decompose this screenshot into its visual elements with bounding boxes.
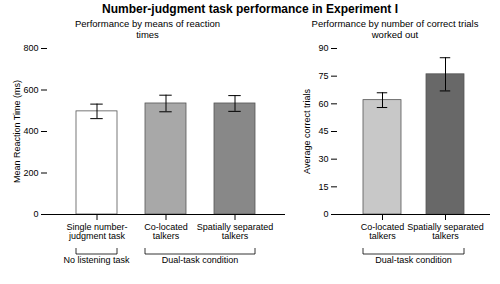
- svg-text:No listening task: No listening task: [63, 255, 130, 265]
- svg-text:90: 90: [318, 43, 328, 53]
- svg-text:Single number-judgment task: Single number-judgment task: [66, 222, 127, 241]
- svg-text:0: 0: [323, 209, 328, 219]
- svg-text:30: 30: [318, 154, 328, 164]
- svg-text:Mean Reaction Time (ms): Mean Reaction Time (ms): [11, 80, 21, 183]
- svg-text:Dual-task condition: Dual-task condition: [161, 255, 238, 265]
- html-text:Performance by means of reacti: Performance by means of reaction times: [74, 18, 221, 40]
- html-text:Number-judgment task performan: Number-judgment task performance in Expe…: [102, 2, 398, 16]
- svg-text:Spatially separatedtalkers: Spatially separatedtalkers: [407, 222, 484, 241]
- svg-text:200: 200: [23, 168, 38, 178]
- html-text:Performance by number of corre: Performance by number of correct trials …: [311, 18, 479, 40]
- svg-text:Co-locatedtalkers: Co-locatedtalkers: [144, 222, 188, 241]
- svg-text:Average correct trials: Average correct trials: [301, 89, 311, 174]
- svg-text:Dual-task condition: Dual-task condition: [375, 255, 452, 265]
- svg-text:60: 60: [318, 99, 328, 109]
- svg-text:45: 45: [318, 126, 328, 136]
- svg-text:800: 800: [23, 43, 38, 53]
- svg-text:Spatially separatedtalkers: Spatially separatedtalkers: [196, 222, 273, 241]
- svg-text:Co-locatedtalkers: Co-locatedtalkers: [360, 222, 404, 241]
- svg-text:400: 400: [23, 126, 38, 136]
- svg-text:15: 15: [318, 182, 328, 192]
- svg-text:0: 0: [33, 209, 38, 219]
- svg-text:75: 75: [318, 71, 328, 81]
- svg-text:600: 600: [23, 85, 38, 95]
